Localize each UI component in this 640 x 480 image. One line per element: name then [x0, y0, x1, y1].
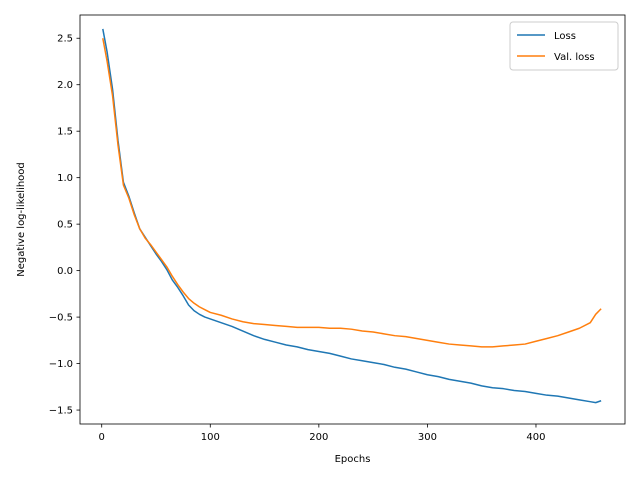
- plot-marks: [102, 28, 602, 404]
- series-line-val-loss: [102, 38, 602, 348]
- legend-label: Loss: [554, 31, 576, 42]
- legend: Loss Val. loss: [509, 21, 619, 71]
- axes: 0 100 200 300 400 −1.5 −1.0 −0.5 0.0 0.5 1.0 1.5 2.0…: [16, 14, 626, 465]
- x-tick-label: 300: [418, 432, 437, 443]
- legend-box: [509, 21, 619, 71]
- y-tick-label: 2.5: [57, 34, 73, 45]
- y-tick-label: −1.5: [49, 406, 73, 417]
- y-tick-label: 1.5: [57, 127, 73, 138]
- x-tick-label: 100: [201, 432, 220, 443]
- legend-label: Val. loss: [554, 52, 595, 63]
- plot-frame: [79, 14, 626, 425]
- y-tick-label: 0.5: [57, 220, 73, 231]
- y-axis-label: Negative log-likelihood: [16, 162, 27, 277]
- x-tick-label: 200: [309, 432, 328, 443]
- y-tick-label: 1.0: [57, 173, 73, 184]
- y-tick-label: 0.0: [57, 266, 73, 277]
- y-tick-label: −1.0: [49, 359, 73, 370]
- y-tick-label: 2.0: [57, 80, 73, 91]
- y-tick-label: −0.5: [49, 313, 73, 324]
- x-tick-label: 0: [99, 432, 105, 443]
- x-tick-label: 400: [526, 432, 545, 443]
- x-axis-label: Epochs: [335, 454, 371, 465]
- series-line-loss: [102, 28, 602, 404]
